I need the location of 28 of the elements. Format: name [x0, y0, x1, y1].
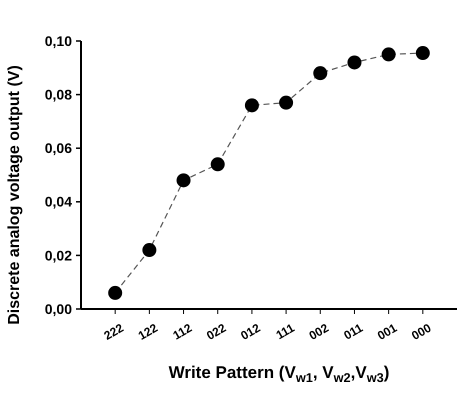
- x-tick-label: 112: [170, 320, 195, 343]
- x-tick-label: 222: [102, 320, 126, 343]
- point: [279, 96, 294, 110]
- point: [108, 286, 122, 300]
- y-axis-title: Discrete analog voltage output (V): [6, 65, 23, 325]
- x-tick-label: 111: [274, 320, 298, 342]
- x-tick-label: 011: [341, 320, 366, 343]
- point: [244, 98, 259, 112]
- y-tick-label: 0,08: [44, 86, 72, 102]
- x-tick-label: 000: [409, 320, 434, 343]
- x-tick-label: 001: [374, 320, 400, 343]
- point: [142, 243, 156, 258]
- point: [347, 55, 362, 70]
- y-tick-label: 0,04: [44, 194, 72, 210]
- y-tick-label: 0,06: [44, 140, 72, 156]
- x-tick-label: 022: [204, 320, 229, 343]
- x-tick-label: 012: [238, 320, 263, 343]
- point: [176, 173, 191, 188]
- point: [313, 66, 328, 80]
- x-tick-label: 122: [136, 320, 160, 343]
- y-tick-label: 0,00: [44, 300, 72, 317]
- point: [416, 46, 430, 60]
- y-tick-label: 0,10: [44, 32, 72, 49]
- x-tick-label: 002: [306, 320, 332, 343]
- y-tick-label: 0,02: [44, 247, 72, 264]
- point: [382, 47, 396, 62]
- x-axis-title: Write Pattern (V$_{w1}$, V$_{w2}$,V$_{w3}$): [168, 363, 390, 385]
- point: [210, 157, 225, 172]
